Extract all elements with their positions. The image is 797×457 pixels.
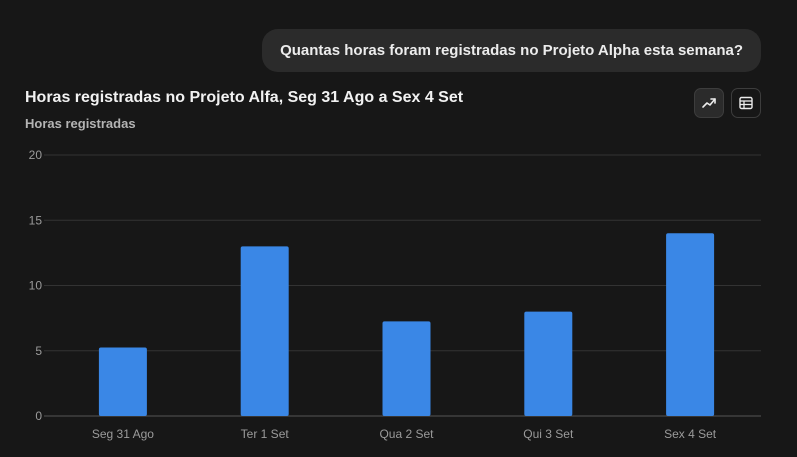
- y-tick-label: 10: [29, 279, 43, 293]
- x-tick-label: Seg 31 Ago: [92, 427, 154, 441]
- user-message-bubble: Quantas horas foram registradas no Proje…: [262, 29, 761, 72]
- y-tick-label: 5: [35, 344, 42, 358]
- y-tick-label: 20: [29, 148, 43, 162]
- bar: [382, 321, 431, 416]
- x-tick-label: Qui 3 Set: [523, 427, 574, 441]
- bar-chart: 0 5 10 15 20 Seg 31 Ago Ter 1 Set Qua 2 Set Qui …: [29, 148, 761, 441]
- chart-toolbar: [694, 88, 761, 118]
- trend-line-icon: [702, 98, 716, 108]
- chart-view-button[interactable]: [694, 88, 724, 118]
- bar: [240, 246, 289, 416]
- x-tick-label: Ter 1 Set: [241, 427, 290, 441]
- x-tick-label: Sex 4 Set: [664, 427, 717, 441]
- bar: [524, 311, 573, 416]
- chart-subtitle: Horas registradas: [25, 116, 136, 131]
- user-message-text: Quantas horas foram registradas no Proje…: [280, 42, 743, 59]
- x-tick-label: Qua 2 Set: [379, 427, 434, 441]
- bar: [98, 347, 147, 416]
- table-icon: [739, 96, 753, 110]
- y-tick-label: 15: [29, 213, 43, 227]
- bar: [666, 233, 715, 416]
- table-view-button[interactable]: [731, 88, 761, 118]
- y-tick-label: 0: [35, 409, 42, 423]
- chart-title: Horas registradas no Projeto Alfa, Seg 3…: [25, 89, 464, 106]
